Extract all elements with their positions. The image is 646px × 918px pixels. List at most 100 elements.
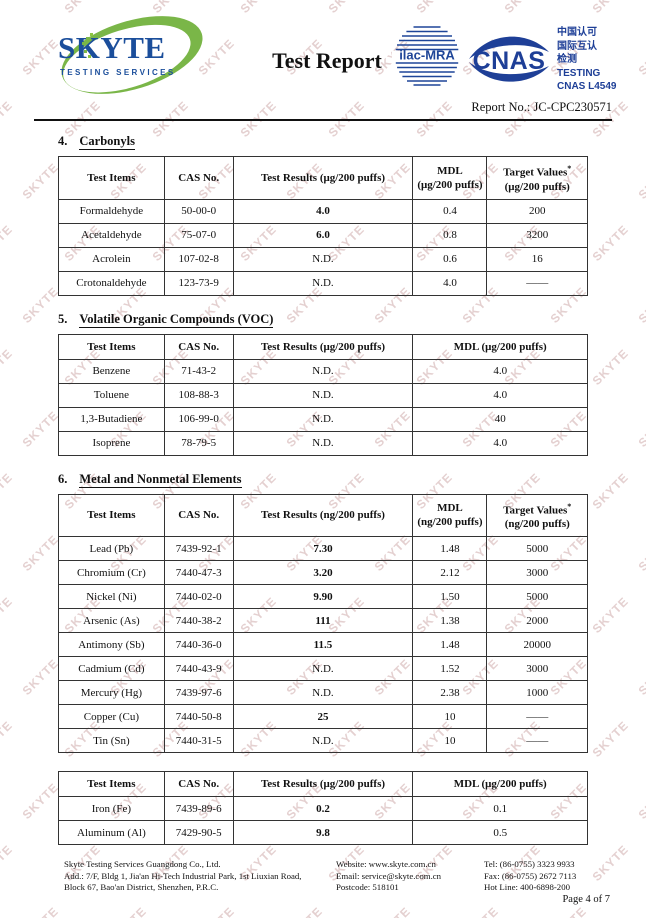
test-item-cell: Antimony (Sb): [58, 632, 165, 658]
column-header: MDL (μg/200 puffs): [412, 156, 488, 200]
section-title: 5. Volatile Organic Compounds (VOC): [58, 311, 588, 328]
report-header: SKYTE TESTING SERVICES Test Report: [0, 0, 646, 124]
footer-hotline: Hot Line: 400-6898-200: [484, 882, 571, 893]
skyte-brand-text: SKYTE: [58, 30, 166, 65]
column-header: MDL (μg/200 puffs): [412, 333, 588, 360]
section-number: 5.: [58, 311, 68, 326]
target-value-cell: 20000: [486, 632, 588, 658]
table-row: Antimony (Sb) 7440-36-0 11.5 1.48 20000: [58, 632, 588, 658]
report-number: Report No.: JC-CPC230571: [471, 100, 612, 114]
column-header: CAS No.: [163, 333, 234, 360]
accreditation-line: 国际互认: [557, 40, 597, 52]
test-item-cell: Arsenic (As): [58, 608, 165, 634]
target-value-cell: ——: [486, 704, 588, 730]
watermark-text: SKYTE: [196, 904, 238, 918]
results-table-4: Test Items CAS No. Test Results (μg/200 pu…: [58, 156, 588, 296]
skyte-logo: SKYTE TESTING SERVICES: [36, 8, 208, 102]
table-row: Aluminum (Al) 7429-90-5 9.8 0.5: [58, 820, 588, 846]
test-result-cell: N.D.: [232, 382, 414, 408]
target-value-cell: 200: [486, 198, 588, 224]
target-value-cell: ——: [486, 270, 588, 296]
mdl-cell: 1.48: [412, 536, 488, 562]
watermark-text: SKYTE: [284, 904, 326, 918]
column-header: CAS No.: [163, 493, 234, 538]
mdl-cell: 1.50: [412, 584, 488, 610]
test-item-cell: Copper (Cu): [58, 704, 165, 730]
report-body: 4. Carbonyls Test Items CAS No. Test Results…: [58, 134, 588, 846]
watermark-text: SKYTE: [636, 904, 646, 918]
test-result-cell: 9.90: [232, 584, 414, 610]
cas-no-cell: 108-88-3: [163, 382, 234, 408]
column-header: Test Items: [58, 333, 165, 360]
table-header-row: Test Items CAS No. Test Results (μg/200 pu…: [58, 771, 588, 798]
target-value-cell: 3200: [486, 222, 588, 248]
table-row: Arsenic (As) 7440-38-2 111 1.38 2000: [58, 608, 588, 634]
mdl-cell: 10: [412, 704, 488, 730]
test-result-cell: N.D.: [232, 270, 414, 296]
target-value-cell: 5000: [486, 536, 588, 562]
mdl-cell: 0.6: [412, 246, 488, 272]
results-table-5: Test Items CAS No. Test Results (μg/200 pu…: [58, 333, 588, 456]
test-item-cell: Tin (Sn): [58, 728, 165, 754]
cas-no-cell: 7439-89-6: [163, 796, 234, 822]
column-header: Target Values* (ng/200 puffs): [486, 493, 588, 538]
target-value-cell: 3000: [486, 560, 588, 586]
table-row: Lead (Pb) 7439-92-1 7.30 1.48 5000: [58, 536, 588, 562]
column-header: MDL (μg/200 puffs): [412, 771, 588, 798]
k-dot-icon: [90, 33, 93, 36]
results-table-extra: Test Items CAS No. Test Results (μg/200 pu…: [58, 771, 588, 846]
ilac-globe-icon: ilac-MRA: [392, 26, 462, 86]
k-dot-icon: [84, 50, 87, 53]
cnas-accreditation-text: 中国认可 国际互认 检测 TESTING CNAS L4549: [557, 26, 616, 94]
section-name: Carbonyls: [79, 134, 135, 150]
footer-phone-block: Tel: (86-0755) 3323 9933 Fax: (86-0755) …: [484, 859, 612, 894]
footer-company: Skyte Testing Services Guangdong Co., Lt…: [64, 859, 221, 870]
table-row: Tin (Sn) 7440-31-5 N.D. 10 ——: [58, 728, 588, 754]
table-header-row: Test Items CAS No. Test Results (ng/200 pu…: [58, 493, 588, 538]
test-result-cell: 6.0: [232, 222, 414, 248]
cas-no-cell: 7440-47-3: [163, 560, 234, 586]
mdl-cell: 4.0: [412, 358, 588, 384]
cas-no-cell: 7429-90-5: [163, 820, 234, 846]
table-row: 1,3-Butadiene 106-99-0 N.D. 40: [58, 406, 588, 432]
cas-no-cell: 7439-92-1: [163, 536, 234, 562]
test-item-cell: Nickel (Ni): [58, 584, 165, 610]
test-item-cell: Lead (Pb): [58, 536, 165, 562]
cas-no-cell: 7440-43-9: [163, 656, 234, 682]
test-item-cell: Acrolein: [58, 246, 165, 272]
test-item-cell: Toluene: [58, 382, 165, 408]
table-row: Isoprene 78-79-5 N.D. 4.0: [58, 430, 588, 456]
accreditation-line: 中国认可: [557, 27, 597, 38]
cas-no-cell: 7440-50-8: [163, 704, 234, 730]
table-row: Toluene 108-88-3 N.D. 4.0: [58, 382, 588, 408]
table-row: Mercury (Hg) 7439-97-6 N.D. 2.38 1000: [58, 680, 588, 706]
column-header: CAS No.: [163, 771, 234, 798]
page-number: Page 4 of 7: [562, 894, 610, 905]
mdl-cell: 0.8: [412, 222, 488, 248]
skyte-logo-swoosh-icon: [61, 16, 203, 94]
section-name: Metal and Nonmetal Elements: [79, 471, 242, 488]
table-row: Acrolein 107-02-8 N.D. 0.6 16: [58, 246, 588, 272]
table-row: Benzene 71-43-2 N.D. 4.0: [58, 358, 588, 384]
table-header-row: Test Items CAS No. Test Results (μg/200 pu…: [58, 156, 588, 200]
target-value-cell: ——: [486, 728, 588, 754]
column-header: Test Items: [58, 771, 165, 798]
mdl-cell: 1.52: [412, 656, 488, 682]
table-row: Acetaldehyde 75-07-0 6.0 0.8 3200: [58, 222, 588, 248]
watermark-text: SKYTE: [460, 904, 502, 918]
cas-no-cell: 7440-02-0: [163, 584, 234, 610]
test-item-cell: Chromium (Cr): [58, 560, 165, 586]
test-item-cell: Crotonaldehyde: [58, 270, 165, 296]
test-result-cell: N.D.: [232, 430, 414, 456]
table-row: Nickel (Ni) 7440-02-0 9.90 1.50 5000: [58, 584, 588, 610]
test-result-cell: N.D.: [232, 656, 414, 682]
footer-postcode: Postcode: 518101: [336, 882, 399, 893]
test-result-cell: 25: [232, 704, 414, 730]
cas-no-cell: 50-00-0: [163, 198, 234, 224]
mdl-cell: 10: [412, 728, 488, 754]
table-row: Copper (Cu) 7440-50-8 25 10 ——: [58, 704, 588, 730]
mdl-cell: 4.0: [412, 430, 588, 456]
cnas-logo: CNAS: [466, 28, 552, 90]
table-header-row: Test Items CAS No. Test Results (μg/200 pu…: [58, 333, 588, 360]
